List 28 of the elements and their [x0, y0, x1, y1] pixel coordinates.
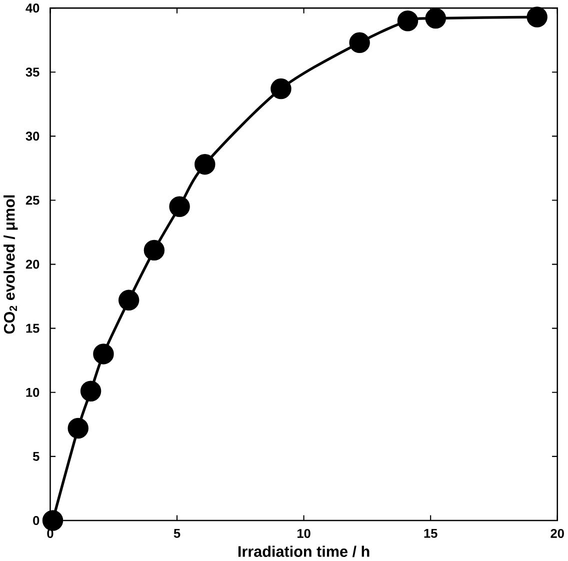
y-tick-label: 15: [26, 324, 40, 333]
point: [397, 10, 418, 32]
x-axis-title: Irradiation time / h: [238, 546, 370, 558]
point: [169, 196, 190, 218]
point: [42, 510, 64, 532]
point: [80, 380, 102, 402]
point: [144, 240, 165, 261]
y-tick-label: 25: [26, 196, 40, 205]
y-tick-label: 20: [26, 260, 40, 269]
y-tick-label: 5: [32, 452, 40, 462]
y-tick-label: 35: [26, 68, 40, 77]
x-tick-label: 10: [298, 529, 310, 538]
point: [526, 6, 548, 28]
x-tick-label: 15: [424, 529, 438, 538]
x-tick-label: 5: [174, 529, 180, 538]
y-axis-title: CO$_{2}$ evolved / μmol: [4, 196, 18, 334]
point: [425, 8, 446, 29]
point: [349, 32, 370, 54]
y-tick-label: 0: [33, 516, 40, 526]
point: [194, 154, 216, 175]
point: [118, 290, 140, 311]
y-tick-label: 10: [26, 388, 40, 398]
point: [270, 78, 292, 100]
y-tick-label: 30: [26, 132, 40, 141]
x-tick-label: 20: [550, 529, 564, 538]
y-tick-label: 40: [26, 4, 40, 13]
point: [68, 418, 88, 439]
point: [93, 344, 114, 364]
